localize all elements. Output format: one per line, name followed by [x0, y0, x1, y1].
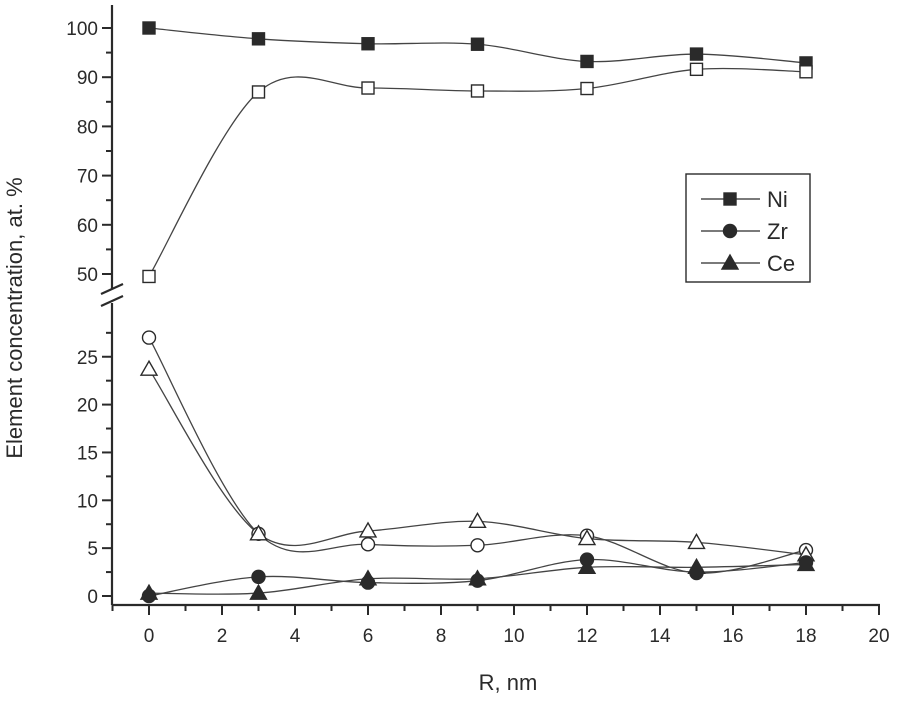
- axes: 50 60 70 80 90 100 0 5 10 15 20 25 0 2 4 6 8 10 12 14 16 18 20: [66, 5, 890, 647]
- legend-label-zr: Zr: [767, 219, 788, 244]
- triangle-marker: [468, 511, 487, 529]
- x-axis-title: R, nm: [479, 670, 538, 695]
- legend: Ni Zr Ce: [685, 173, 811, 283]
- legend-circle-icon: [722, 223, 738, 239]
- square-marker: [470, 84, 485, 98]
- triangle-marker: [249, 524, 268, 541]
- x-tick-label: 0: [144, 626, 155, 647]
- square-marker: [361, 81, 375, 95]
- triangle-marker: [577, 557, 597, 574]
- y-tick-label: 100: [66, 19, 98, 40]
- y-tick-label: 5: [87, 539, 98, 560]
- y-tick-label: 90: [77, 68, 98, 89]
- x-tick-label: 18: [795, 626, 816, 647]
- y-tick-label: 60: [77, 216, 98, 237]
- y-tick-label: 10: [77, 491, 98, 512]
- triangle-marker: [139, 583, 159, 600]
- triangle-marker: [687, 532, 706, 550]
- x-tick-label: 12: [576, 626, 597, 647]
- triangle-marker: [139, 359, 159, 376]
- x-tick-label: 10: [503, 626, 524, 647]
- x-tick-label: 8: [436, 626, 447, 647]
- square-marker: [580, 81, 594, 96]
- curve-zr-open: [148, 337, 807, 574]
- triangle-marker: [249, 583, 268, 600]
- legend-label-ce: Ce: [767, 251, 795, 276]
- axis-break-mark: [100, 294, 124, 308]
- x-tick-label: 14: [649, 626, 671, 647]
- triangle-marker: [358, 569, 378, 586]
- series-curves: [148, 27, 807, 597]
- triangle-marker: [687, 557, 706, 574]
- square-marker: [361, 37, 375, 51]
- square-marker: [251, 85, 266, 99]
- triangle-marker: [577, 529, 597, 546]
- triangle-marker: [358, 521, 378, 538]
- triangle-marker: [796, 555, 816, 572]
- x-tick-label: 2: [217, 626, 228, 647]
- square-marker: [142, 269, 156, 284]
- square-marker: [689, 47, 704, 61]
- y-tick-label: 80: [77, 117, 98, 138]
- y-tick-label: 15: [77, 443, 98, 464]
- circle-marker: [251, 569, 266, 585]
- square-marker: [689, 62, 704, 77]
- y-tick-label: 50: [77, 265, 98, 286]
- y-tick-label: 0: [87, 587, 98, 608]
- square-marker: [251, 32, 266, 46]
- circle-marker: [360, 537, 376, 552]
- legend-box: [685, 173, 811, 283]
- legend-triangle-icon: [720, 253, 740, 270]
- square-marker: [799, 65, 813, 79]
- x-tick-label: 4: [290, 626, 301, 647]
- series-markers: [139, 21, 816, 604]
- axis-break-mark: [100, 282, 124, 296]
- circle-marker: [470, 538, 485, 553]
- triangle-marker: [468, 569, 487, 586]
- square-marker: [142, 21, 156, 35]
- y-axis-title: Element concentration, at. %: [2, 177, 27, 458]
- y-tick-label: 70: [77, 167, 98, 188]
- square-marker: [470, 37, 485, 51]
- square-marker: [580, 54, 594, 69]
- legend-square-icon: [723, 192, 737, 206]
- y-tick-label: 20: [77, 396, 98, 417]
- y-tick-label: 25: [77, 348, 98, 369]
- circle-marker: [141, 330, 157, 345]
- x-tick-label: 6: [363, 626, 374, 647]
- x-tick-label: 20: [868, 626, 889, 647]
- legend-label-ni: Ni: [767, 187, 788, 212]
- x-tick-label: 16: [722, 626, 743, 647]
